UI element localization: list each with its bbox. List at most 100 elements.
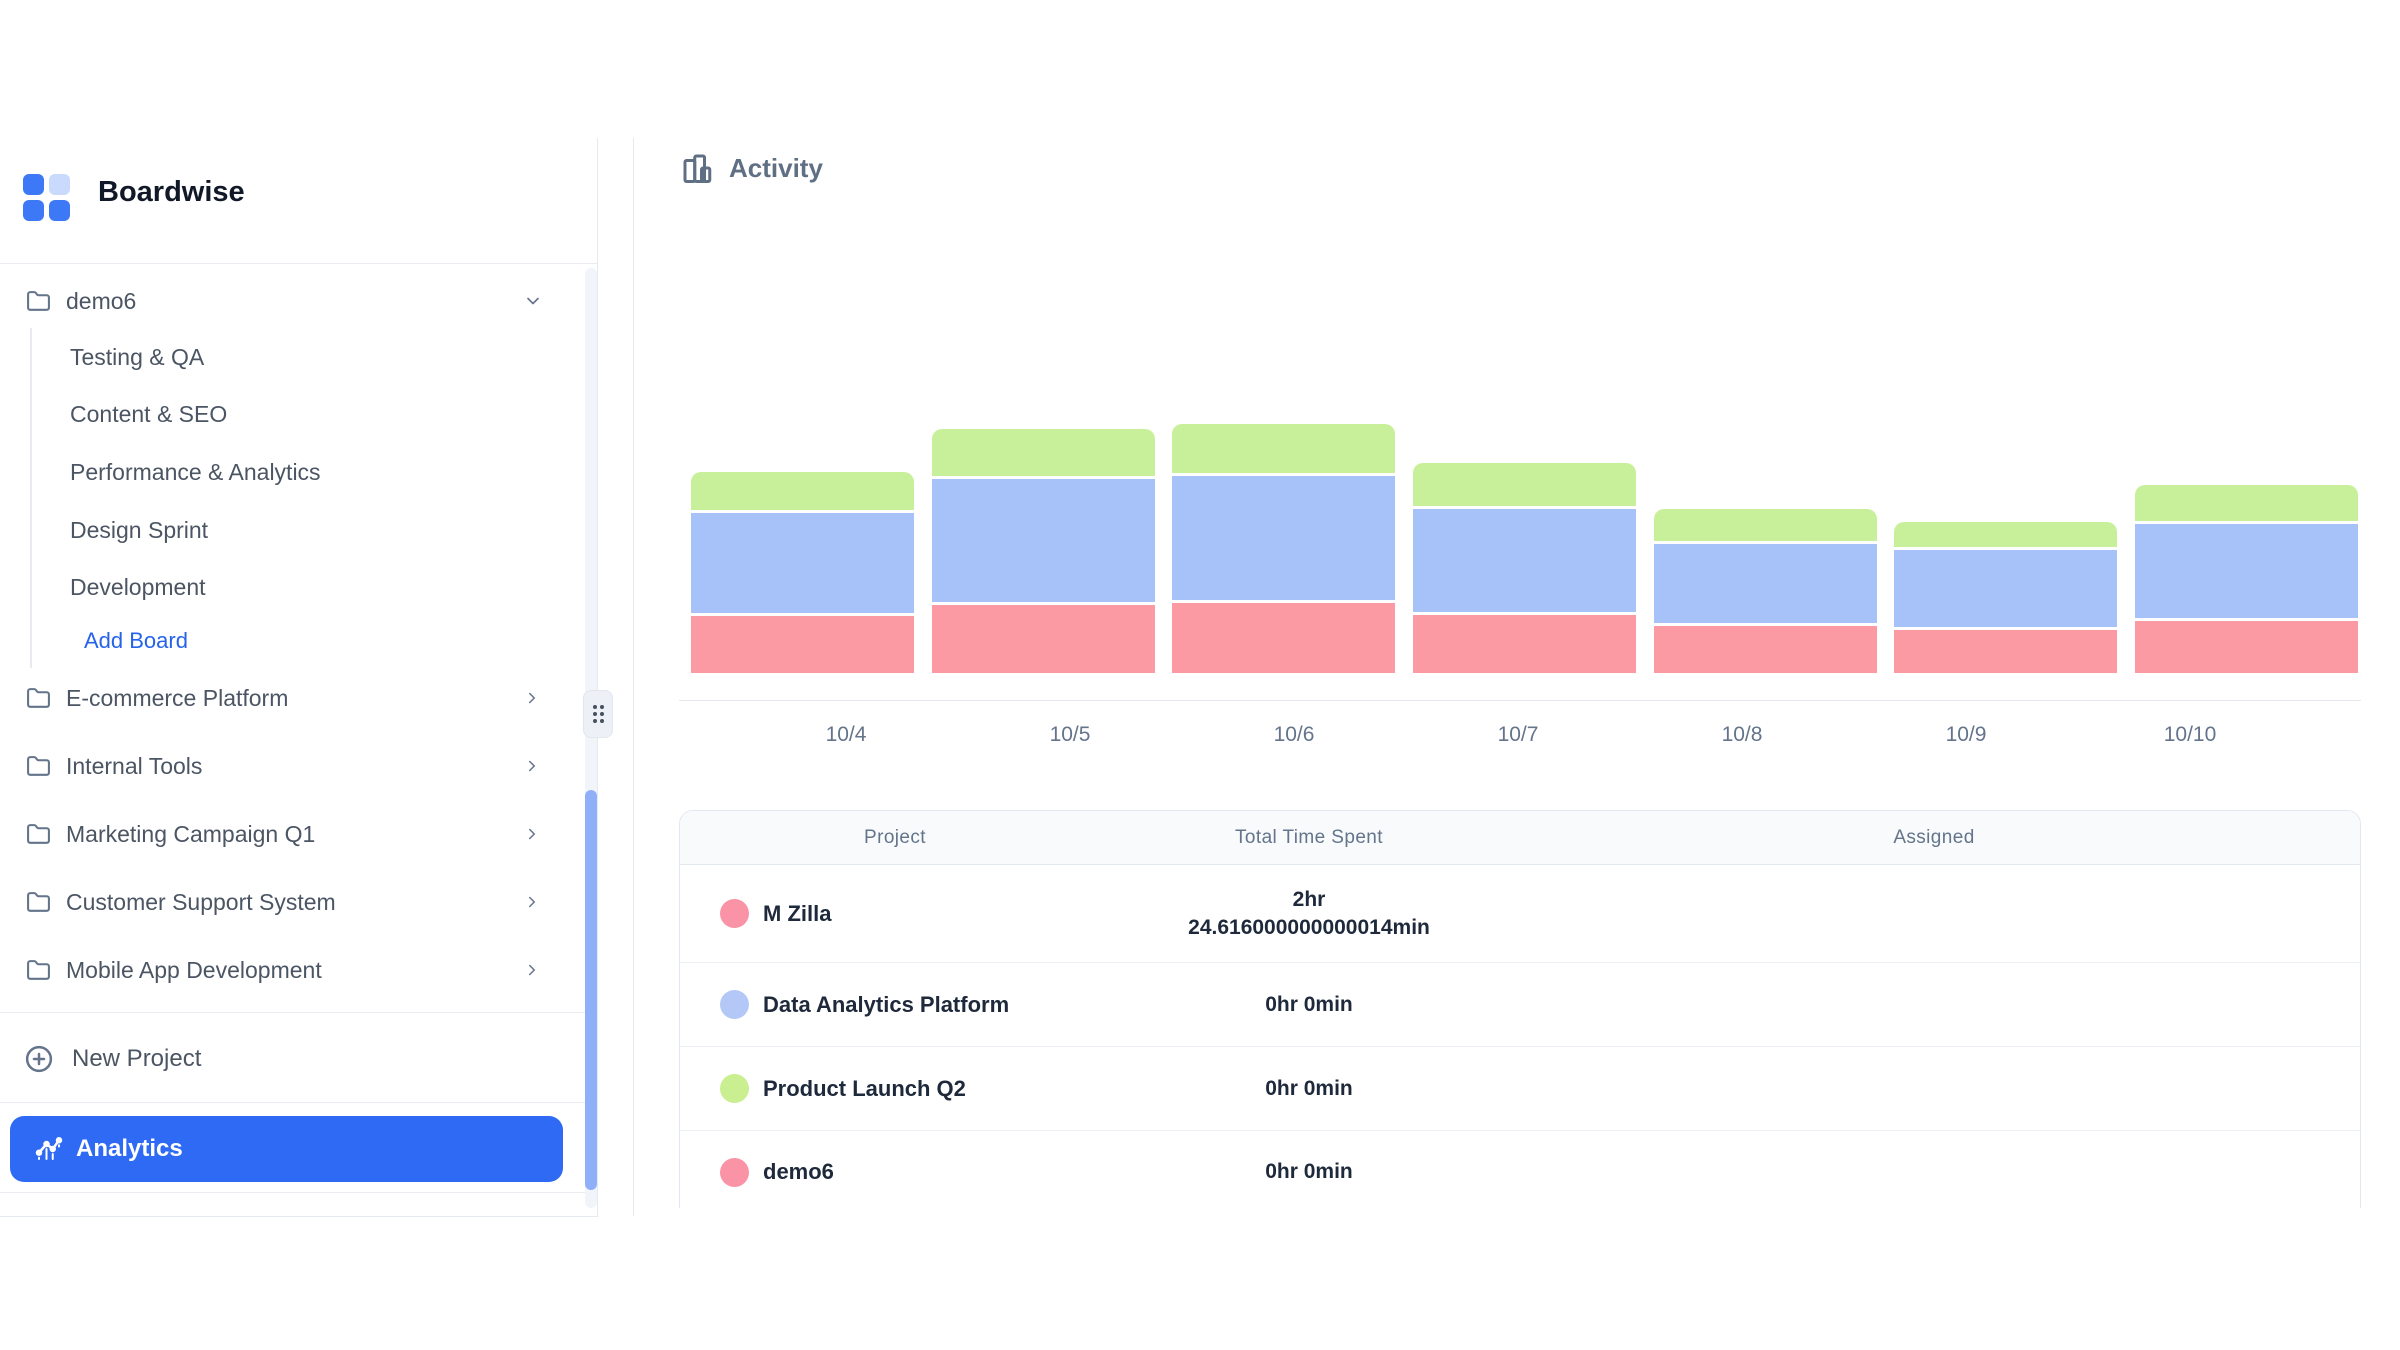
sidebar-header: Boardwise xyxy=(0,138,597,264)
bar-segment xyxy=(1894,550,2118,627)
bar-segment xyxy=(1412,509,1636,612)
bar-segment xyxy=(1172,476,1396,600)
project-color-dot xyxy=(720,1157,749,1187)
bar-10/9 xyxy=(1894,522,2118,673)
chevron-right-icon[interactable] xyxy=(523,825,541,843)
new-project-button[interactable]: New Project xyxy=(0,1026,597,1092)
table-row: demo6 0hr 0min xyxy=(680,1131,2360,1208)
bar-segment xyxy=(691,616,914,673)
bar-segment xyxy=(931,479,1155,602)
project-name: demo6 xyxy=(763,1159,834,1184)
grip-dots-icon xyxy=(592,705,604,723)
logo-square xyxy=(23,174,44,195)
bar-segment xyxy=(1172,424,1396,473)
sidebar-item-marketing-campaign-q1[interactable]: Marketing Campaign Q1 xyxy=(0,805,597,863)
divider xyxy=(0,1012,597,1013)
column-header-assigned: Assigned xyxy=(1893,826,1975,848)
x-tick-label: 10/4 xyxy=(825,723,867,746)
x-tick-label: 10/5 xyxy=(1049,723,1091,746)
project-label: E-commerce Platform xyxy=(66,684,289,711)
folder-icon xyxy=(26,958,51,983)
project-label: Customer Support System xyxy=(66,888,336,915)
sidebar-item-mobile-app-development[interactable]: Mobile App Development xyxy=(0,941,597,999)
project-color-dot xyxy=(720,990,749,1019)
sidebar: Boardwise demo6 Testing & QA Content & S… xyxy=(0,138,598,1217)
bar-segment xyxy=(1894,522,2118,547)
bar-segment xyxy=(691,513,914,613)
table-header-row: Project Total Time Spent Assigned xyxy=(680,811,2360,865)
total-time-value: 0hr 0min xyxy=(1265,1076,1353,1100)
sidebar-item-demo6[interactable]: demo6 xyxy=(0,272,597,330)
bar-segment xyxy=(1172,603,1396,673)
x-axis-line xyxy=(679,700,2361,701)
activity-panel: Activity 10/4 10/5 10/6 10/7 10/8 10/9 10/10 P… xyxy=(633,138,2400,1216)
x-tick-label: 10/10 xyxy=(2163,723,2217,746)
x-tick-label: 10/6 xyxy=(1273,723,1315,746)
board-item-development[interactable]: Development xyxy=(70,573,206,600)
add-board-button[interactable]: Add Board xyxy=(84,628,188,653)
bar-segment xyxy=(2134,524,2358,618)
bar-10/5 xyxy=(931,429,1155,673)
line-chart-dots-icon xyxy=(34,1134,64,1164)
bar-segment xyxy=(1653,509,1877,541)
bar-segment xyxy=(1653,626,1877,673)
sidebar-item-ecommerce-platform[interactable]: E-commerce Platform xyxy=(0,669,597,727)
bar-segment xyxy=(931,605,1155,673)
divider xyxy=(0,1102,597,1103)
sidebar-scrollbar-thumb[interactable] xyxy=(585,790,597,1190)
project-label: Internal Tools xyxy=(66,752,203,779)
table-row: Data Analytics Platform 0hr 0min xyxy=(680,963,2360,1047)
activity-title: Activity xyxy=(729,152,823,183)
brand-title: Boardwise xyxy=(98,176,245,208)
table-row: M Zilla 2hr 24.616000000000014min xyxy=(680,865,2360,963)
board-item-performance-analytics[interactable]: Performance & Analytics xyxy=(70,458,321,485)
x-tick-label: 10/7 xyxy=(1497,723,1539,746)
sidebar-scrollbar-track[interactable] xyxy=(585,268,597,1208)
bar-segment xyxy=(1412,463,1636,506)
chevron-right-icon[interactable] xyxy=(523,893,541,911)
plus-circle-icon xyxy=(24,1044,54,1074)
bar-10/6 xyxy=(1172,424,1396,673)
chevron-right-icon[interactable] xyxy=(523,961,541,979)
board-item-content-seo[interactable]: Content & SEO xyxy=(70,400,228,427)
board-item-design-sprint[interactable]: Design Sprint xyxy=(70,516,209,543)
project-name: M Zilla xyxy=(763,900,832,926)
x-tick-label: 10/8 xyxy=(1721,723,1763,746)
total-time-value: 0hr 0min xyxy=(1265,1160,1353,1184)
x-tick-label: 10/9 xyxy=(1945,723,1987,746)
new-project-label: New Project xyxy=(72,1045,202,1072)
logo-square xyxy=(49,200,70,221)
project-name: Product Launch Q2 xyxy=(763,1075,966,1101)
bar-10/8 xyxy=(1653,509,1877,673)
table-row: Product Launch Q2 0hr 0min xyxy=(680,1047,2360,1131)
chevron-right-icon[interactable] xyxy=(523,689,541,707)
sidebar-item-customer-support-system[interactable]: Customer Support System xyxy=(0,873,597,931)
bar-10/4 xyxy=(691,472,914,673)
project-color-dot xyxy=(720,1074,749,1103)
bar-segment xyxy=(2134,485,2358,521)
bar-segment xyxy=(1412,615,1636,673)
board-item-testing-qa[interactable]: Testing & QA xyxy=(70,343,205,370)
folder-icon xyxy=(26,686,51,711)
project-label: demo6 xyxy=(66,287,137,314)
folder-icon xyxy=(26,754,51,779)
sidebar-item-internal-tools[interactable]: Internal Tools xyxy=(0,737,597,795)
bar-segment xyxy=(2134,621,2358,673)
bar-segment xyxy=(1894,630,2118,673)
chevron-down-icon[interactable] xyxy=(523,291,543,311)
project-color-dot xyxy=(720,899,749,928)
analytics-button[interactable]: Analytics xyxy=(10,1116,563,1182)
activity-header: Activity xyxy=(679,150,823,186)
total-time-value: 0hr 0min xyxy=(1265,992,1353,1016)
divider xyxy=(0,1192,597,1193)
bar-segment xyxy=(691,472,914,510)
sidebar-resize-handle[interactable] xyxy=(583,690,613,738)
chevron-right-icon[interactable] xyxy=(523,757,541,775)
logo-square xyxy=(23,200,44,221)
folder-icon xyxy=(26,890,51,915)
project-label: Mobile App Development xyxy=(66,956,322,983)
bar-10/10 xyxy=(2134,485,2358,673)
bar-segment xyxy=(1653,544,1877,623)
board-list: Testing & QA Content & SEO Performance &… xyxy=(30,328,572,668)
analytics-label: Analytics xyxy=(76,1135,183,1162)
